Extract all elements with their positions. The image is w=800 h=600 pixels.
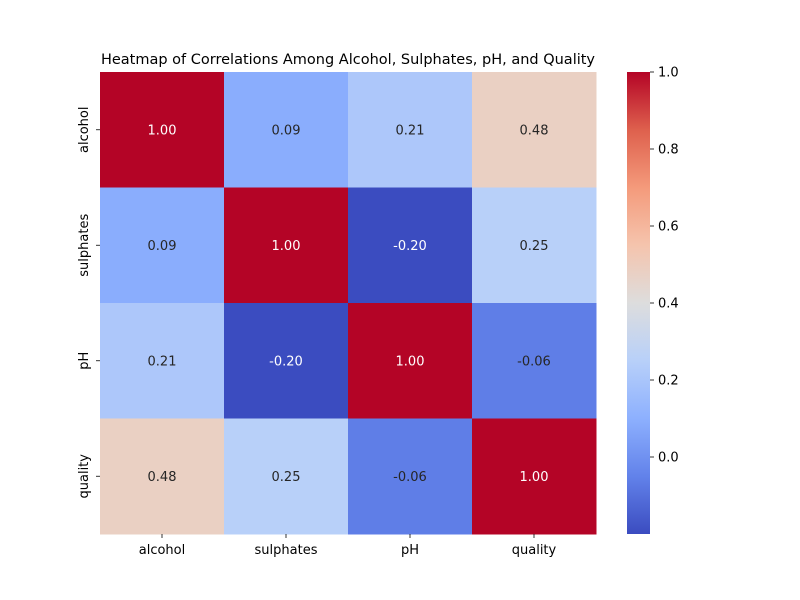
y-tick-label-pH: pH [77, 352, 92, 370]
cell-value-label: 1.00 [396, 354, 425, 369]
cell-value-label: 0.48 [520, 123, 549, 138]
colorbar-tick-label: 0.4 [658, 297, 679, 312]
colorbar-tick-label: 0.8 [658, 143, 679, 158]
cell-value-label: 0.21 [148, 354, 177, 369]
x-tick-label-pH: pH [401, 543, 419, 558]
x-tick-label-alcohol: alcohol [139, 543, 185, 558]
heatmap-cell-pH-sulphates [224, 303, 349, 419]
heatmap-cell-sulphates-alcohol [100, 187, 225, 304]
heatmap-cell-alcohol-quality [472, 72, 597, 188]
heatmap-cell-alcohol-pH [348, 72, 473, 188]
cell-value-label: 1.00 [520, 470, 549, 485]
colorbar-tick-label: 1.0 [658, 66, 679, 81]
colorbar-tick-label: 0.6 [658, 220, 679, 235]
heatmap-cell-quality-sulphates [224, 418, 349, 535]
heatmap-cell-alcohol-sulphates [224, 72, 349, 188]
heatmap-cell-pH-pH [348, 303, 473, 419]
cell-value-label: 1.00 [272, 239, 301, 254]
cell-value-label: 0.21 [396, 123, 425, 138]
colorbar: 0.0 0.2 0.4 0.6 0.8 1.0 [627, 66, 679, 534]
cell-value-label: -0.20 [393, 239, 427, 254]
chart-title: Heatmap of Correlations Among Alcohol, S… [101, 52, 595, 68]
heatmap-cell-sulphates-pH [348, 187, 473, 304]
cell-value-label: 0.48 [148, 470, 177, 485]
x-axis-ticks: alcohol sulphates pH quality [139, 534, 557, 558]
y-tick-label-sulphates: sulphates [77, 214, 92, 277]
colorbar-tick-label: 0.0 [658, 451, 679, 466]
y-axis-ticks: alcohol sulphates pH quality [77, 107, 100, 499]
cell-value-label: -0.06 [393, 470, 427, 485]
colorbar-tick-label: 0.2 [658, 374, 679, 389]
heatmap-cell-quality-alcohol [100, 418, 225, 535]
cell-value-label: 0.25 [520, 239, 549, 254]
cell-value-label: 1.00 [148, 123, 177, 138]
cell-value-label: -0.06 [517, 354, 551, 369]
cell-value-label: 0.25 [272, 470, 301, 485]
heatmap-cell-quality-pH [348, 418, 473, 535]
heatmap-cell-quality-quality [472, 418, 597, 535]
cell-value-label: -0.20 [269, 354, 303, 369]
y-tick-label-alcohol: alcohol [77, 107, 92, 153]
heatmap-cells: 1.00 0.09 0.21 0.48 0.09 1.00 -0.20 0.25 0.21 -0.… [100, 72, 597, 535]
y-tick-label-quality: quality [77, 454, 92, 499]
colorbar-gradient [627, 72, 650, 534]
heatmap-cell-sulphates-sulphates [224, 187, 349, 304]
cell-value-label: 0.09 [272, 123, 301, 138]
heatmap-cell-sulphates-quality [472, 187, 597, 304]
x-tick-label-sulphates: sulphates [255, 543, 318, 558]
heatmap-cell-pH-alcohol [100, 303, 225, 419]
heatmap-cell-pH-quality [472, 303, 597, 419]
x-tick-label-quality: quality [512, 543, 557, 558]
heatmap-cell-alcohol-alcohol [100, 72, 225, 188]
cell-value-label: 0.09 [148, 239, 177, 254]
